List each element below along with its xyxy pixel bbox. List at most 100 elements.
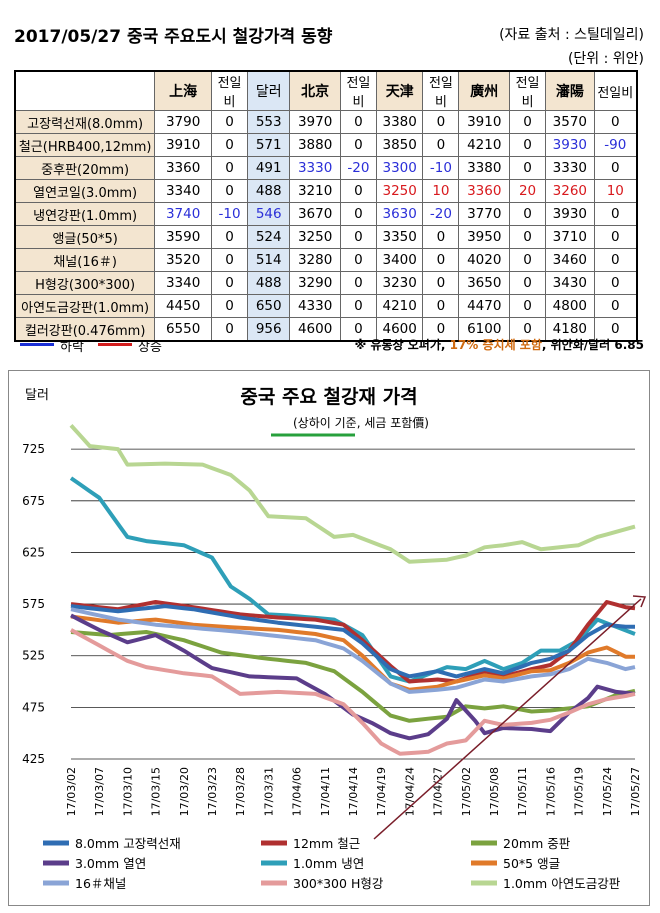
price-cell: 3970 (289, 110, 341, 134)
price-cell: 3670 (289, 202, 341, 226)
x-tick-label: 17/03/20 (178, 767, 191, 816)
price-cell: 0 (339, 294, 377, 318)
price-cell: -10 (210, 202, 249, 226)
price-cell: 3360 (458, 179, 511, 203)
price-cell: 3570 (545, 110, 595, 134)
column-header: 전일비 (339, 70, 377, 111)
price-cell: 546 (247, 202, 291, 226)
price-cell: 3210 (289, 179, 341, 203)
series-line (70, 628, 636, 756)
price-cell: 0 (509, 133, 547, 157)
product-name-cell: 열연코일(3.0mm) (14, 179, 156, 203)
legend-label: 300*300 H형강 (293, 876, 384, 891)
table-row: 채널(16＃) 3520 0 514 3280 0 3400 0 4020 0 3460 0 (14, 248, 638, 272)
price-cell: 0 (210, 179, 249, 203)
price-cell: 3590 (154, 225, 212, 249)
source-label: (자료 출처 : 스틸데일리) (499, 27, 644, 43)
y-tick-label: 475 (22, 700, 45, 714)
y-tick-label: 675 (22, 494, 45, 508)
price-cell: 3910 (154, 133, 212, 157)
price-cell: 3850 (375, 133, 424, 157)
series-line (70, 604, 635, 679)
column-header: 天津 (375, 70, 424, 111)
price-cell: 3340 (154, 179, 212, 203)
line-chart: 중국 주요 철강재 가격 (상하이 기준, 세금 포함價) 달러 425 475 525 5… (8, 370, 650, 906)
x-tick-label: 17/03/02 (65, 767, 78, 816)
legend-label: 3.0mm 열연 (75, 856, 146, 871)
price-cell: 0 (210, 133, 249, 157)
price-cell: 650 (247, 294, 291, 318)
price-cell: 3740 (154, 202, 212, 226)
legend-label: 8.0mm 고장력선재 (75, 836, 181, 851)
price-cell: 6550 (154, 317, 212, 342)
price-cell: 3230 (375, 271, 424, 295)
column-header: 瀋陽 (545, 70, 595, 111)
series-line (69, 424, 636, 564)
x-tick-label: 17/04/24 (403, 767, 416, 816)
price-table: 上海 전일비 달러 北京 전일비 天津 전일비 廣州 전일비 瀋陽 전일비 고장력선재(8.0mm)… (14, 70, 638, 342)
price-cell: 0 (210, 110, 249, 134)
price-cell: 0 (509, 248, 547, 272)
chart-svg: 중국 주요 철강재 가격 (상하이 기준, 세금 포함價) 달러 425 475 525 5… (22, 386, 647, 891)
table-row: 고장력선재(8.0mm) 3790 0 553 3970 0 3380 0 3910 0 3570 0 (14, 110, 638, 134)
price-cell: 0 (593, 225, 638, 249)
price-cell: 3770 (458, 202, 511, 226)
price-cell: 3630 (375, 202, 424, 226)
price-cell: 0 (509, 271, 547, 295)
note-vat: 17% 증치세 포함 (449, 338, 542, 352)
price-cell: 956 (247, 317, 291, 342)
price-cell: 4450 (154, 294, 212, 318)
price-cell: 0 (593, 317, 638, 342)
price-cell: 4800 (545, 294, 595, 318)
price-cell: 0 (210, 248, 249, 272)
price-cell: -10 (422, 156, 460, 180)
price-cell: 491 (247, 156, 291, 180)
x-tick-label: 17/05/02 (460, 767, 473, 816)
product-name-cell: 중후판(20mm) (14, 156, 156, 180)
product-name-cell: 앵글(50*5) (14, 225, 156, 249)
product-name-cell: 아연도금강판(1.0mm) (14, 294, 156, 318)
price-cell: 3250 (289, 225, 341, 249)
price-cell: 3930 (545, 133, 595, 157)
x-tick-label: 17/05/08 (488, 767, 501, 816)
footnote: ※ 유통상 오퍼가, 17% 증치세 포함, 위안화/달러 6.85 (355, 336, 644, 353)
price-cell: 514 (247, 248, 291, 272)
price-cell: 0 (422, 271, 460, 295)
price-cell: 3910 (458, 110, 511, 134)
series-line (70, 630, 636, 723)
price-cell: 3290 (289, 271, 341, 295)
column-header: 달러 (247, 70, 291, 111)
price-cell: 488 (247, 179, 291, 203)
table-row: 열연코일(3.0mm) 3340 0 488 3210 0 3250 10 3360 20 3260… (14, 179, 638, 203)
y-tick-label: 725 (22, 442, 45, 456)
x-tick-label: 17/05/16 (544, 767, 557, 816)
price-cell: 3280 (289, 248, 341, 272)
table-row: 아연도금강판(1.0mm) 4450 0 650 4330 0 4210 0 4470 0 4800… (14, 294, 638, 318)
change-legend: 하락 상승 ※ 유통상 오퍼가, 17% 증치세 포함, 위안화/달러 6.85 (18, 336, 648, 355)
column-header: 전일비 (509, 70, 547, 111)
column-header: 北京 (289, 70, 341, 111)
chart-title: 중국 주요 철강재 가격 (240, 386, 417, 408)
table-body: 고장력선재(8.0mm) 3790 0 553 3970 0 3380 0 3910 0 3570 0… (14, 110, 638, 342)
table-row: 냉연강판(1.0mm) 3740 -10 546 3670 0 3630 -20 3770 0 39… (14, 202, 638, 226)
series-line (70, 614, 635, 692)
price-cell: -20 (422, 202, 460, 226)
price-cell: 553 (247, 110, 291, 134)
price-cell: 0 (339, 179, 377, 203)
x-tick-label: 17/03/31 (262, 767, 275, 816)
price-cell: 4600 (289, 317, 341, 342)
price-cell: 4210 (375, 294, 424, 318)
price-cell: 0 (210, 225, 249, 249)
price-cell: 3520 (154, 248, 212, 272)
x-tick-label: 17/03/15 (150, 767, 163, 816)
x-tick-label: 17/03/10 (121, 767, 134, 816)
price-cell: 0 (509, 156, 547, 180)
table-row: 중후판(20mm) 3360 0 491 3330 -20 3300 -10 3380 0 3330… (14, 156, 638, 180)
x-tick-label: 17/04/11 (319, 767, 332, 816)
price-cell: 0 (422, 294, 460, 318)
price-cell: 0 (210, 294, 249, 318)
price-cell: 3260 (545, 179, 595, 203)
price-cell: 3880 (289, 133, 341, 157)
down-label: 하락 (60, 340, 84, 355)
table-row: H형강(300*300) 3340 0 488 3290 0 3230 0 3650 0 3430 0 (14, 271, 638, 295)
